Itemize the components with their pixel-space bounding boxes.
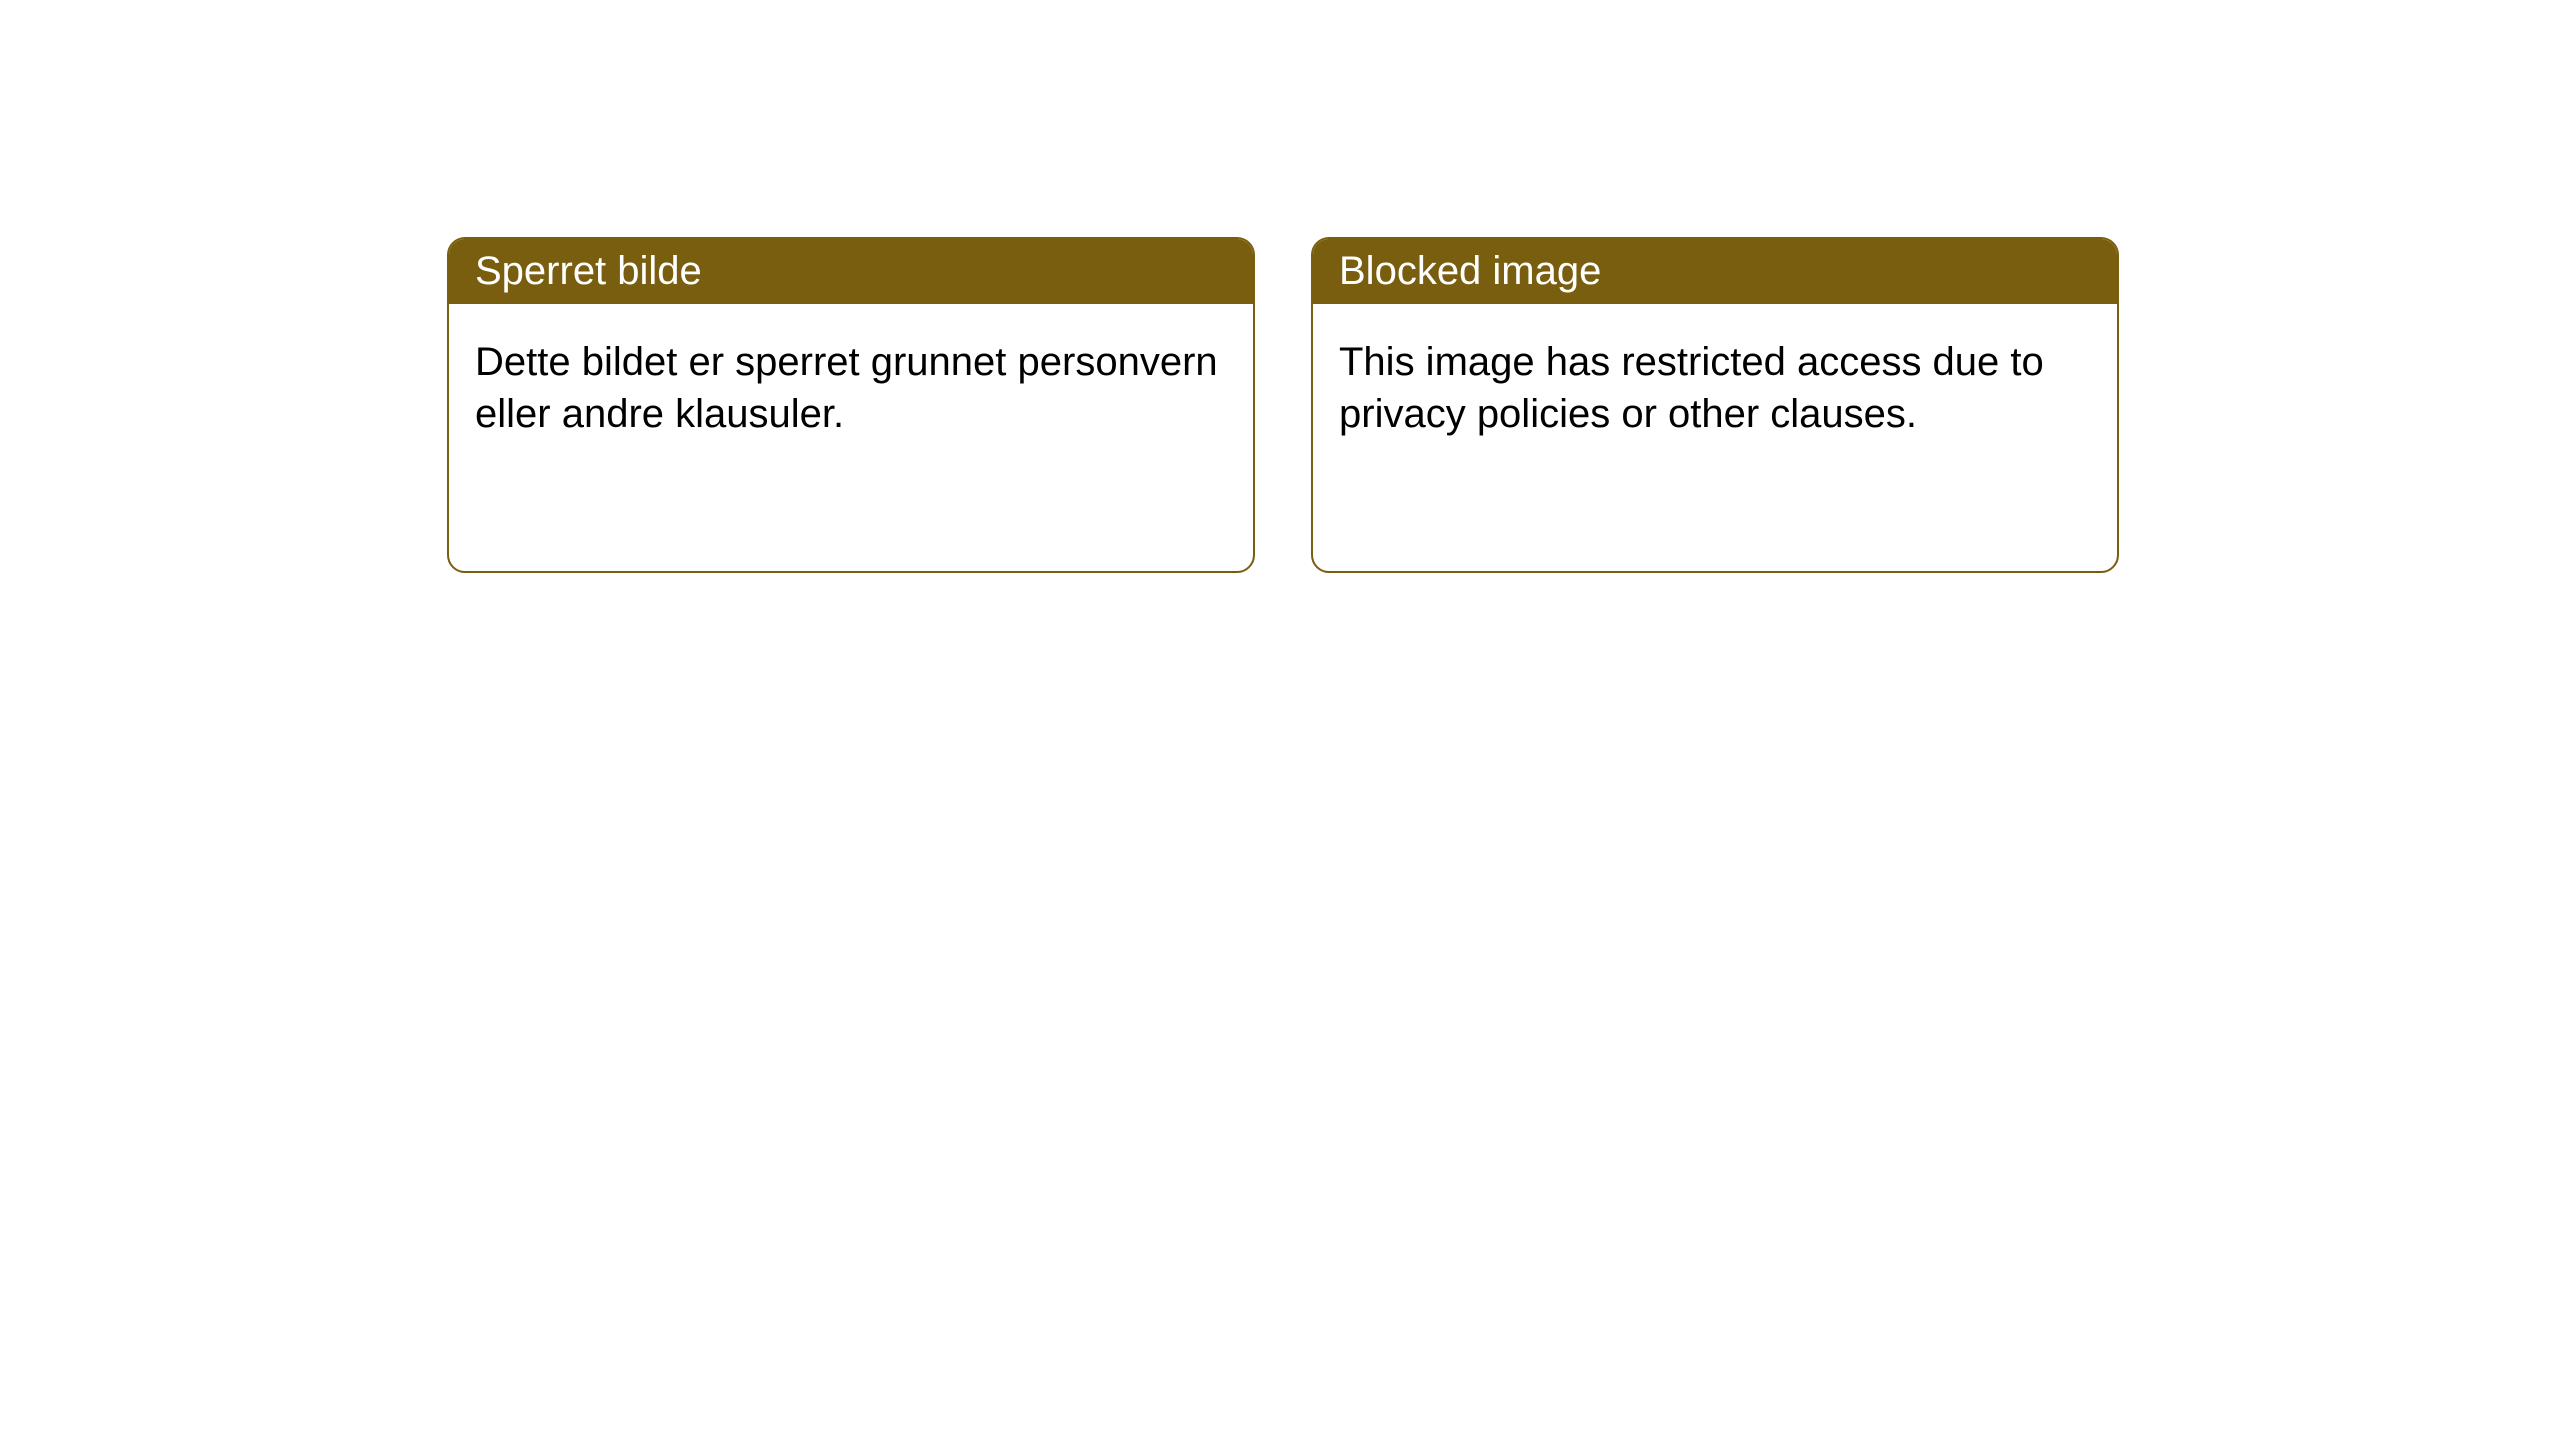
- notice-card-english: Blocked image This image has restricted …: [1311, 237, 2119, 573]
- notice-header-english: Blocked image: [1313, 239, 2117, 304]
- notice-body-english: This image has restricted access due to …: [1313, 304, 2117, 472]
- notice-card-norwegian: Sperret bilde Dette bildet er sperret gr…: [447, 237, 1255, 573]
- notice-body-norwegian: Dette bildet er sperret grunnet personve…: [449, 304, 1253, 472]
- notice-header-norwegian: Sperret bilde: [449, 239, 1253, 304]
- notice-container: Sperret bilde Dette bildet er sperret gr…: [447, 237, 2119, 573]
